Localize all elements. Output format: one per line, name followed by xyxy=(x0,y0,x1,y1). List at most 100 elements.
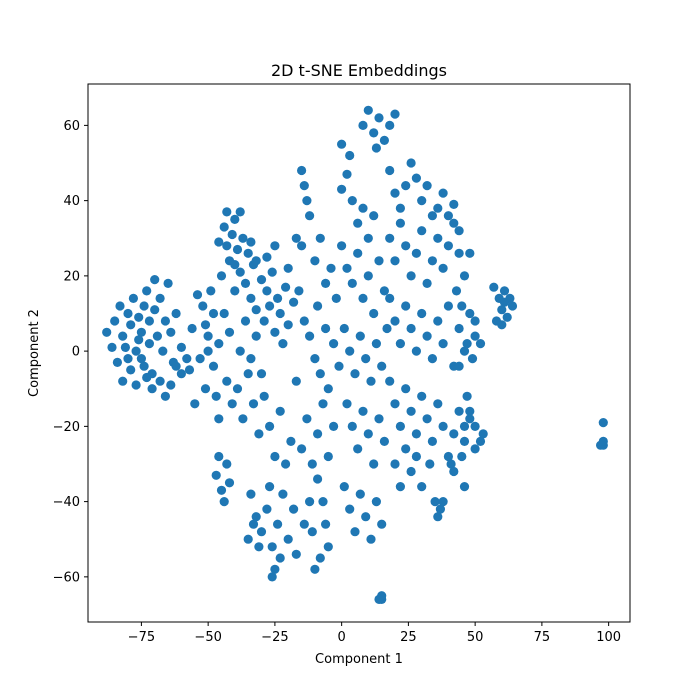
data-point xyxy=(337,139,347,149)
data-point xyxy=(131,380,141,390)
data-point xyxy=(334,361,344,371)
data-point xyxy=(401,444,411,454)
data-point xyxy=(155,376,165,386)
data-point xyxy=(235,346,245,356)
data-point xyxy=(246,489,256,499)
data-point xyxy=(171,361,181,371)
data-point xyxy=(430,497,440,507)
data-point xyxy=(406,323,416,334)
data-point xyxy=(158,346,168,356)
data-point xyxy=(166,380,176,390)
data-point xyxy=(449,218,459,228)
data-point xyxy=(401,181,411,191)
data-point xyxy=(467,354,478,364)
data-point xyxy=(377,361,387,371)
data-point xyxy=(385,120,395,130)
data-point xyxy=(382,323,392,334)
data-point xyxy=(353,248,363,258)
data-point xyxy=(144,339,154,349)
data-point xyxy=(390,399,400,409)
data-point xyxy=(379,135,389,145)
data-point xyxy=(219,308,229,319)
data-point xyxy=(219,497,229,507)
data-point xyxy=(342,263,352,273)
data-point xyxy=(216,271,227,281)
data-point xyxy=(136,327,146,337)
data-point xyxy=(120,342,130,352)
data-point xyxy=(449,466,459,477)
data-point xyxy=(329,421,339,431)
data-point xyxy=(198,301,208,311)
data-point xyxy=(283,320,293,330)
data-point xyxy=(395,218,405,228)
data-point xyxy=(139,361,149,371)
y-tick-label: −40 xyxy=(53,495,80,510)
data-point xyxy=(337,184,347,194)
data-point xyxy=(406,158,416,168)
data-point xyxy=(200,384,211,394)
data-point xyxy=(283,534,293,544)
data-point xyxy=(248,399,259,409)
data-point xyxy=(270,451,280,462)
data-point xyxy=(112,357,122,367)
data-point xyxy=(310,564,320,574)
data-point xyxy=(497,305,507,315)
data-point xyxy=(171,308,181,319)
data-point xyxy=(267,267,277,277)
data-point xyxy=(371,339,381,349)
data-point xyxy=(222,376,232,386)
data-point xyxy=(337,241,347,251)
data-point xyxy=(318,399,328,409)
x-tick-label: 25 xyxy=(400,630,417,645)
data-point xyxy=(321,323,331,334)
data-point xyxy=(411,346,421,356)
data-point xyxy=(427,354,437,364)
data-point xyxy=(262,504,272,514)
data-point xyxy=(433,399,443,409)
data-point xyxy=(211,470,221,480)
data-point xyxy=(374,113,384,123)
data-point xyxy=(443,211,453,221)
data-point xyxy=(273,293,283,303)
data-point xyxy=(377,519,387,529)
data-point xyxy=(390,316,400,326)
x-tick-label: −25 xyxy=(261,630,288,645)
data-point xyxy=(192,290,203,300)
data-point xyxy=(297,444,307,454)
data-point xyxy=(110,316,120,326)
data-point xyxy=(126,365,136,375)
data-point xyxy=(449,199,459,209)
data-point xyxy=(211,391,221,401)
data-point xyxy=(345,504,355,514)
data-point xyxy=(449,429,459,439)
data-point xyxy=(470,421,480,431)
x-tick-label: 0 xyxy=(338,630,346,645)
data-point xyxy=(265,301,275,311)
data-point xyxy=(363,271,373,281)
data-point xyxy=(369,211,379,221)
data-point xyxy=(342,169,352,179)
data-point xyxy=(347,278,357,288)
data-point xyxy=(240,316,251,326)
data-point xyxy=(243,248,253,258)
data-point xyxy=(411,429,421,439)
data-point xyxy=(422,278,432,288)
data-point xyxy=(214,451,224,462)
data-point xyxy=(369,459,379,469)
data-point xyxy=(291,549,301,559)
data-point xyxy=(230,260,240,270)
data-point xyxy=(307,459,317,469)
data-point xyxy=(302,414,312,424)
data-point xyxy=(305,211,315,221)
data-point xyxy=(318,497,328,507)
data-point xyxy=(411,173,421,183)
data-point xyxy=(446,459,456,469)
data-point xyxy=(246,237,256,247)
data-point xyxy=(251,512,261,522)
data-point xyxy=(139,301,149,311)
data-point xyxy=(235,267,245,277)
plot-frame xyxy=(87,83,631,623)
data-point xyxy=(310,256,320,266)
data-point xyxy=(321,278,331,288)
data-point xyxy=(262,252,272,262)
